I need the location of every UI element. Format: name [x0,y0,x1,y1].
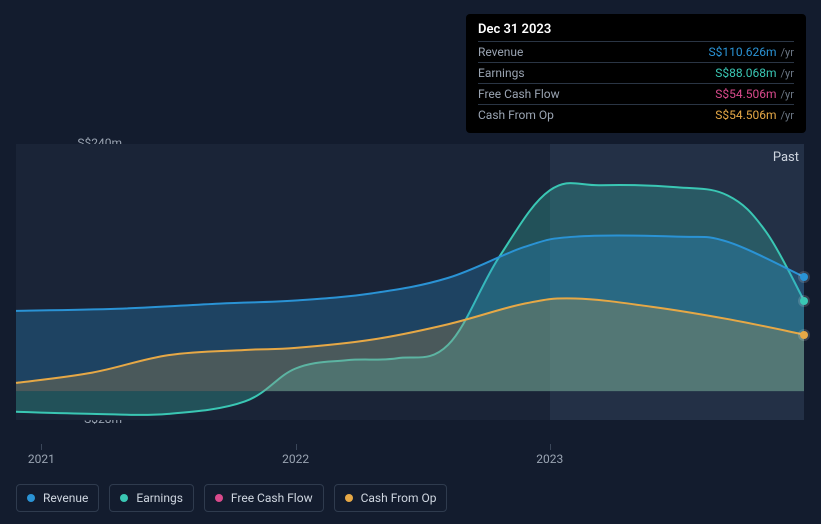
legend-label: Revenue [43,491,88,505]
legend-dot-icon [215,494,223,502]
x-axis-label: 2021 [28,452,55,466]
tooltip-metric-value: S$54.506m/yr [715,108,794,122]
past-region-label: Past [773,150,799,165]
tooltip-metric-label: Revenue [478,45,523,59]
series-end-dot [800,297,808,305]
legend-item-free-cash-flow[interactable]: Free Cash Flow [204,484,324,512]
tooltip-metric-label: Free Cash Flow [478,87,560,101]
x-axis-tick [550,444,551,450]
legend-item-revenue[interactable]: Revenue [16,484,99,512]
x-axis-label: 2023 [536,452,563,466]
tooltip-row: Revenue S$110.626m/yr [478,41,794,62]
legend-label: Cash From Op [361,491,437,505]
legend-dot-icon [345,494,353,502]
chart-tooltip: Dec 31 2023 Revenue S$110.626m/yr Earnings… [466,14,806,133]
tooltip-metric-label: Cash From Op [478,108,554,122]
chart-svg [16,144,804,420]
legend-dot-icon [120,494,128,502]
x-axis-label: 2022 [282,452,309,466]
series-end-dot [800,273,808,281]
chart-plot-area [16,144,804,420]
legend-item-cash-from-op[interactable]: Cash From Op [334,484,448,512]
tooltip-row: Earnings S$88.068m/yr [478,62,794,83]
tooltip-metric-value: S$88.068m/yr [715,66,794,80]
chart-x-axis: 2021 2022 2023 [16,444,804,464]
chart-legend: Revenue Earnings Free Cash Flow Cash From O… [16,484,447,512]
tooltip-row: Free Cash Flow S$54.506m/yr [478,83,794,104]
x-axis-tick [296,444,297,450]
tooltip-metric-value: S$110.626m/yr [708,45,794,59]
tooltip-date: Dec 31 2023 [478,22,794,41]
tooltip-metric-label: Earnings [478,66,525,80]
series-end-dot [800,331,808,339]
tooltip-row: Cash From Op S$54.506m/yr [478,104,794,125]
legend-item-earnings[interactable]: Earnings [109,484,194,512]
tooltip-metric-value: S$54.506m/yr [715,87,794,101]
legend-dot-icon [27,494,35,502]
x-axis-tick [41,444,42,450]
legend-label: Earnings [136,491,183,505]
legend-label: Free Cash Flow [231,491,313,505]
